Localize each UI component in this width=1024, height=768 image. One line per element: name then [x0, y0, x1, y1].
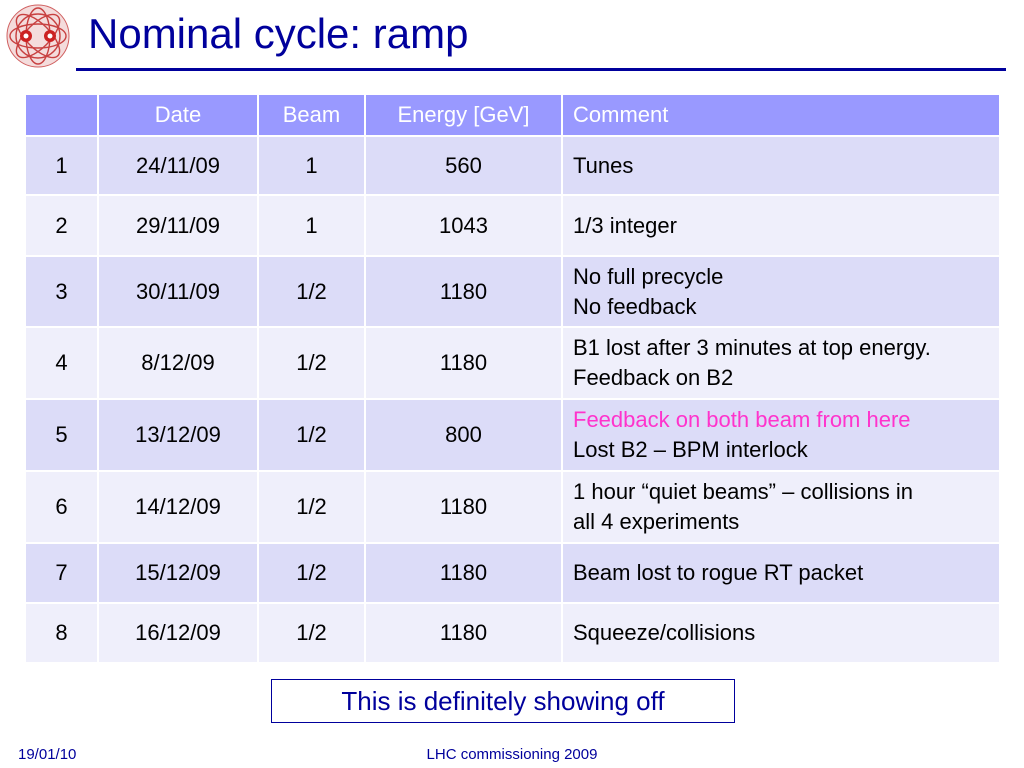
table-header-row: Date Beam Energy [GeV] Comment	[24, 93, 1001, 137]
callout-box: This is definitely showing off	[271, 679, 735, 723]
row-beam: 1/2	[257, 326, 366, 400]
table-row: 4 8/12/09 1/2 1180 B1 lost after 3 minut…	[24, 326, 1001, 400]
comment-line: Feedback on B2	[573, 365, 734, 390]
comment-line: B1 lost after 3 minutes at top energy.	[573, 335, 931, 360]
row-number: 7	[24, 542, 99, 604]
table-row: 7 15/12/09 1/2 1180 Beam lost to rogue R…	[24, 542, 1001, 604]
row-number: 4	[24, 326, 99, 400]
row-date: 24/11/09	[97, 135, 259, 196]
row-beam: 1	[257, 135, 366, 196]
header-energy: Energy [GeV]	[364, 93, 563, 137]
row-energy: 560	[364, 135, 563, 196]
comment-line: Squeeze/collisions	[573, 620, 756, 645]
header-comment: Comment	[561, 93, 1001, 137]
comment-line: 1 hour “quiet beams” – collisions in	[573, 479, 913, 504]
row-date: 16/12/09	[97, 602, 259, 664]
row-comment: Feedback on both beam from here Lost B2 …	[561, 398, 1001, 472]
row-number: 6	[24, 470, 99, 544]
row-number: 8	[24, 602, 99, 664]
table-row: 3 30/11/09 1/2 1180 No full precycle No …	[24, 255, 1001, 328]
row-number: 2	[24, 194, 99, 257]
row-beam: 1/2	[257, 255, 366, 328]
row-date: 13/12/09	[97, 398, 259, 472]
row-comment: Beam lost to rogue RT packet	[561, 542, 1001, 604]
row-number: 5	[24, 398, 99, 472]
row-comment: B1 lost after 3 minutes at top energy. F…	[561, 326, 1001, 400]
row-number: 3	[24, 255, 99, 328]
table-row: 5 13/12/09 1/2 800 Feedback on both beam…	[24, 398, 1001, 472]
row-energy: 800	[364, 398, 563, 472]
comment-line: No feedback	[573, 293, 697, 319]
comment-line: all 4 experiments	[573, 509, 740, 534]
comment-line: Tunes	[573, 152, 634, 178]
row-date: 8/12/09	[97, 326, 259, 400]
row-date: 14/12/09	[97, 470, 259, 544]
ramp-cycle-table: Date Beam Energy [GeV] Comment 1 24/11/0…	[24, 93, 1001, 664]
comment-highlight-line: Feedback on both beam from here	[573, 407, 911, 432]
lhc-ring-logo-icon	[6, 4, 70, 68]
row-comment: 1/3 integer	[561, 194, 1001, 257]
footer-date: 19/01/10	[18, 746, 77, 763]
row-beam: 1/2	[257, 398, 366, 472]
row-energy: 1180	[364, 470, 563, 544]
row-number: 1	[24, 135, 99, 196]
row-energy: 1043	[364, 194, 563, 257]
comment-line: Beam lost to rogue RT packet	[573, 560, 864, 585]
table-row: 2 29/11/09 1 1043 1/3 integer	[24, 194, 1001, 257]
row-date: 30/11/09	[97, 255, 259, 328]
row-comment: Tunes	[561, 135, 1001, 196]
comment-line: 1/3 integer	[573, 212, 677, 238]
row-comment: No full precycle No feedback	[561, 255, 1001, 328]
row-energy: 1180	[364, 602, 563, 664]
table-row: 1 24/11/09 1 560 Tunes	[24, 135, 1001, 196]
row-energy: 1180	[364, 255, 563, 328]
row-beam: 1/2	[257, 470, 366, 544]
row-energy: 1180	[364, 542, 563, 604]
footer-title: LHC commissioning 2009	[426, 746, 598, 763]
row-beam: 1/2	[257, 602, 366, 664]
header-date: Date	[97, 93, 259, 137]
row-beam: 1	[257, 194, 366, 257]
header-index	[24, 93, 99, 137]
row-date: 15/12/09	[97, 542, 259, 604]
title-underline	[76, 68, 1006, 71]
row-comment: Squeeze/collisions	[561, 602, 1001, 664]
table-row: 8 16/12/09 1/2 1180 Squeeze/collisions	[24, 602, 1001, 664]
row-beam: 1/2	[257, 542, 366, 604]
row-comment: 1 hour “quiet beams” – collisions in all…	[561, 470, 1001, 544]
row-date: 29/11/09	[97, 194, 259, 257]
row-energy: 1180	[364, 326, 563, 400]
header-beam: Beam	[257, 93, 366, 137]
comment-line: Lost B2 – BPM interlock	[573, 437, 808, 462]
page-title: Nominal cycle: ramp	[88, 10, 469, 57]
table-row: 6 14/12/09 1/2 1180 1 hour “quiet beams”…	[24, 470, 1001, 544]
comment-line: No full precycle	[573, 263, 724, 289]
